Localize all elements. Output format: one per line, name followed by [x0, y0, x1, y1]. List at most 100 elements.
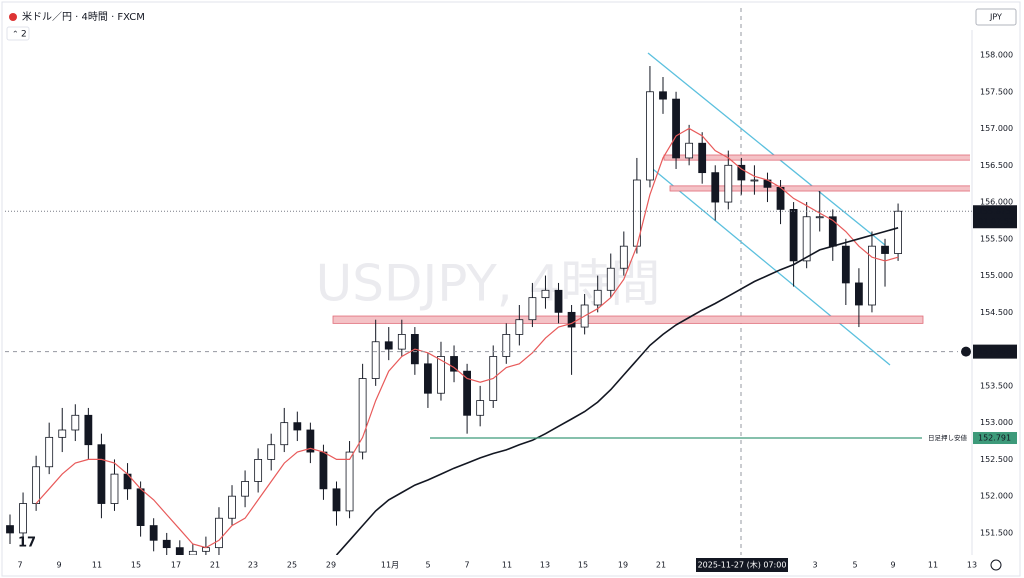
x-tick-label: 11 — [502, 561, 512, 570]
candle-body — [254, 459, 263, 482]
candle-body — [345, 451, 354, 512]
crosshair-time-box — [696, 558, 788, 572]
candle-body — [6, 525, 14, 534]
x-tick-label: 11月 — [381, 561, 399, 570]
candle-body — [750, 179, 759, 182]
plot — [6, 52, 970, 555]
x-tick-label: 29 — [326, 561, 336, 570]
candle-body — [384, 341, 393, 350]
candle-body — [280, 422, 289, 446]
zone — [332, 315, 924, 324]
y-tick-label: 156.500 — [980, 161, 1013, 170]
zone — [669, 185, 970, 192]
candle-body — [894, 210, 902, 254]
y-tick-label: 151.500 — [980, 528, 1013, 537]
candle-body — [868, 245, 876, 306]
candle-body — [267, 444, 276, 460]
candle-body — [828, 216, 837, 247]
candle-body — [32, 466, 41, 504]
indicator-toggle[interactable] — [6, 26, 30, 41]
moving-average — [35, 127, 899, 549]
crosshair-price: 153.966 — [978, 347, 1011, 356]
candle-body — [84, 414, 93, 446]
symbol-title[interactable]: 米ドル／円 · 4時間 · FXCM — [22, 10, 145, 23]
y-tick-label: 155.000 — [980, 271, 1013, 280]
candle-body — [397, 334, 406, 350]
candle-body — [815, 216, 824, 219]
candle-body — [58, 429, 67, 438]
x-tick-label: 19 — [618, 561, 628, 570]
crosshair-time: 2025-11-27 (木) 07:00 — [698, 560, 787, 570]
x-tick-label: 13 — [967, 561, 977, 570]
candle-body — [789, 209, 798, 262]
y-tick-label: 152.500 — [980, 455, 1013, 464]
flag-icon — [9, 13, 17, 21]
x-tick-label: 13 — [540, 561, 550, 570]
candle-body — [306, 429, 315, 453]
x-tick-label: 15 — [131, 561, 141, 570]
candle-body — [685, 142, 694, 159]
y-tick-label: 156.000 — [980, 198, 1013, 207]
candle-body — [332, 488, 341, 512]
x-tick-label: 11 — [92, 561, 102, 570]
candle-body — [71, 414, 80, 431]
candle-body — [476, 400, 485, 416]
support-price-box — [973, 432, 1017, 445]
candle-body — [162, 539, 171, 549]
currency-button[interactable] — [975, 8, 1017, 26]
candle-body — [593, 289, 602, 306]
x-tick-label: 5 — [425, 561, 430, 570]
settings-icon[interactable] — [990, 559, 1002, 571]
candle-body — [567, 311, 576, 328]
candle-body — [215, 517, 223, 549]
candle-body — [802, 216, 811, 262]
last-price-box — [973, 205, 1017, 229]
candle-body — [515, 319, 524, 335]
x-tick-label: 25 — [287, 561, 297, 570]
candle-body — [737, 164, 746, 181]
candle-body — [776, 186, 785, 210]
candle-body — [502, 334, 511, 357]
moving-average — [335, 227, 899, 555]
y-tick-label: 153.500 — [980, 381, 1013, 390]
y-tick-label: 157.000 — [980, 124, 1013, 133]
candle-body — [136, 488, 145, 526]
last-price: 155.875 — [978, 207, 1011, 216]
candle-body — [646, 91, 654, 181]
y-tick-label: 155.500 — [980, 234, 1013, 243]
candle-body — [672, 98, 680, 159]
candle-body — [841, 245, 850, 284]
indicator-chevron: ⌃ — [12, 30, 19, 39]
candle-body — [528, 297, 537, 321]
candle-body — [711, 172, 720, 203]
support-label: 日足押し安値 — [928, 433, 968, 442]
currency: JPY — [989, 13, 1002, 22]
candle-body — [698, 142, 707, 174]
channel-upper — [647, 52, 886, 246]
logo: 17 — [18, 536, 36, 551]
candle-body — [228, 495, 236, 519]
candle-body — [541, 289, 550, 299]
x-tick-label: 3 — [812, 561, 817, 570]
candle-body — [450, 356, 458, 372]
x-tick-label: 17 — [171, 561, 181, 570]
crosshair-price-box — [973, 344, 1017, 359]
countdown: 01:07:52 — [978, 217, 1014, 226]
x-tick-label: 21 — [210, 561, 220, 570]
x-tick-label: 9 — [890, 561, 895, 570]
candle-body — [358, 378, 367, 453]
x-tick-label: 7 — [464, 561, 469, 570]
y-tick-label: 153.000 — [980, 418, 1013, 427]
candle-body — [424, 363, 432, 394]
y-tick-label: 154.500 — [980, 308, 1013, 317]
candle-body — [19, 503, 27, 534]
add-alert-button[interactable] — [961, 346, 971, 357]
candle-body — [175, 547, 184, 555]
x-tick-label: 11 — [928, 561, 938, 570]
channel-lower — [647, 164, 891, 366]
candle-body — [45, 436, 54, 468]
x-tick-label: 21 — [656, 561, 666, 570]
x-tick-label: 15 — [578, 561, 588, 570]
candle-body — [619, 245, 628, 269]
